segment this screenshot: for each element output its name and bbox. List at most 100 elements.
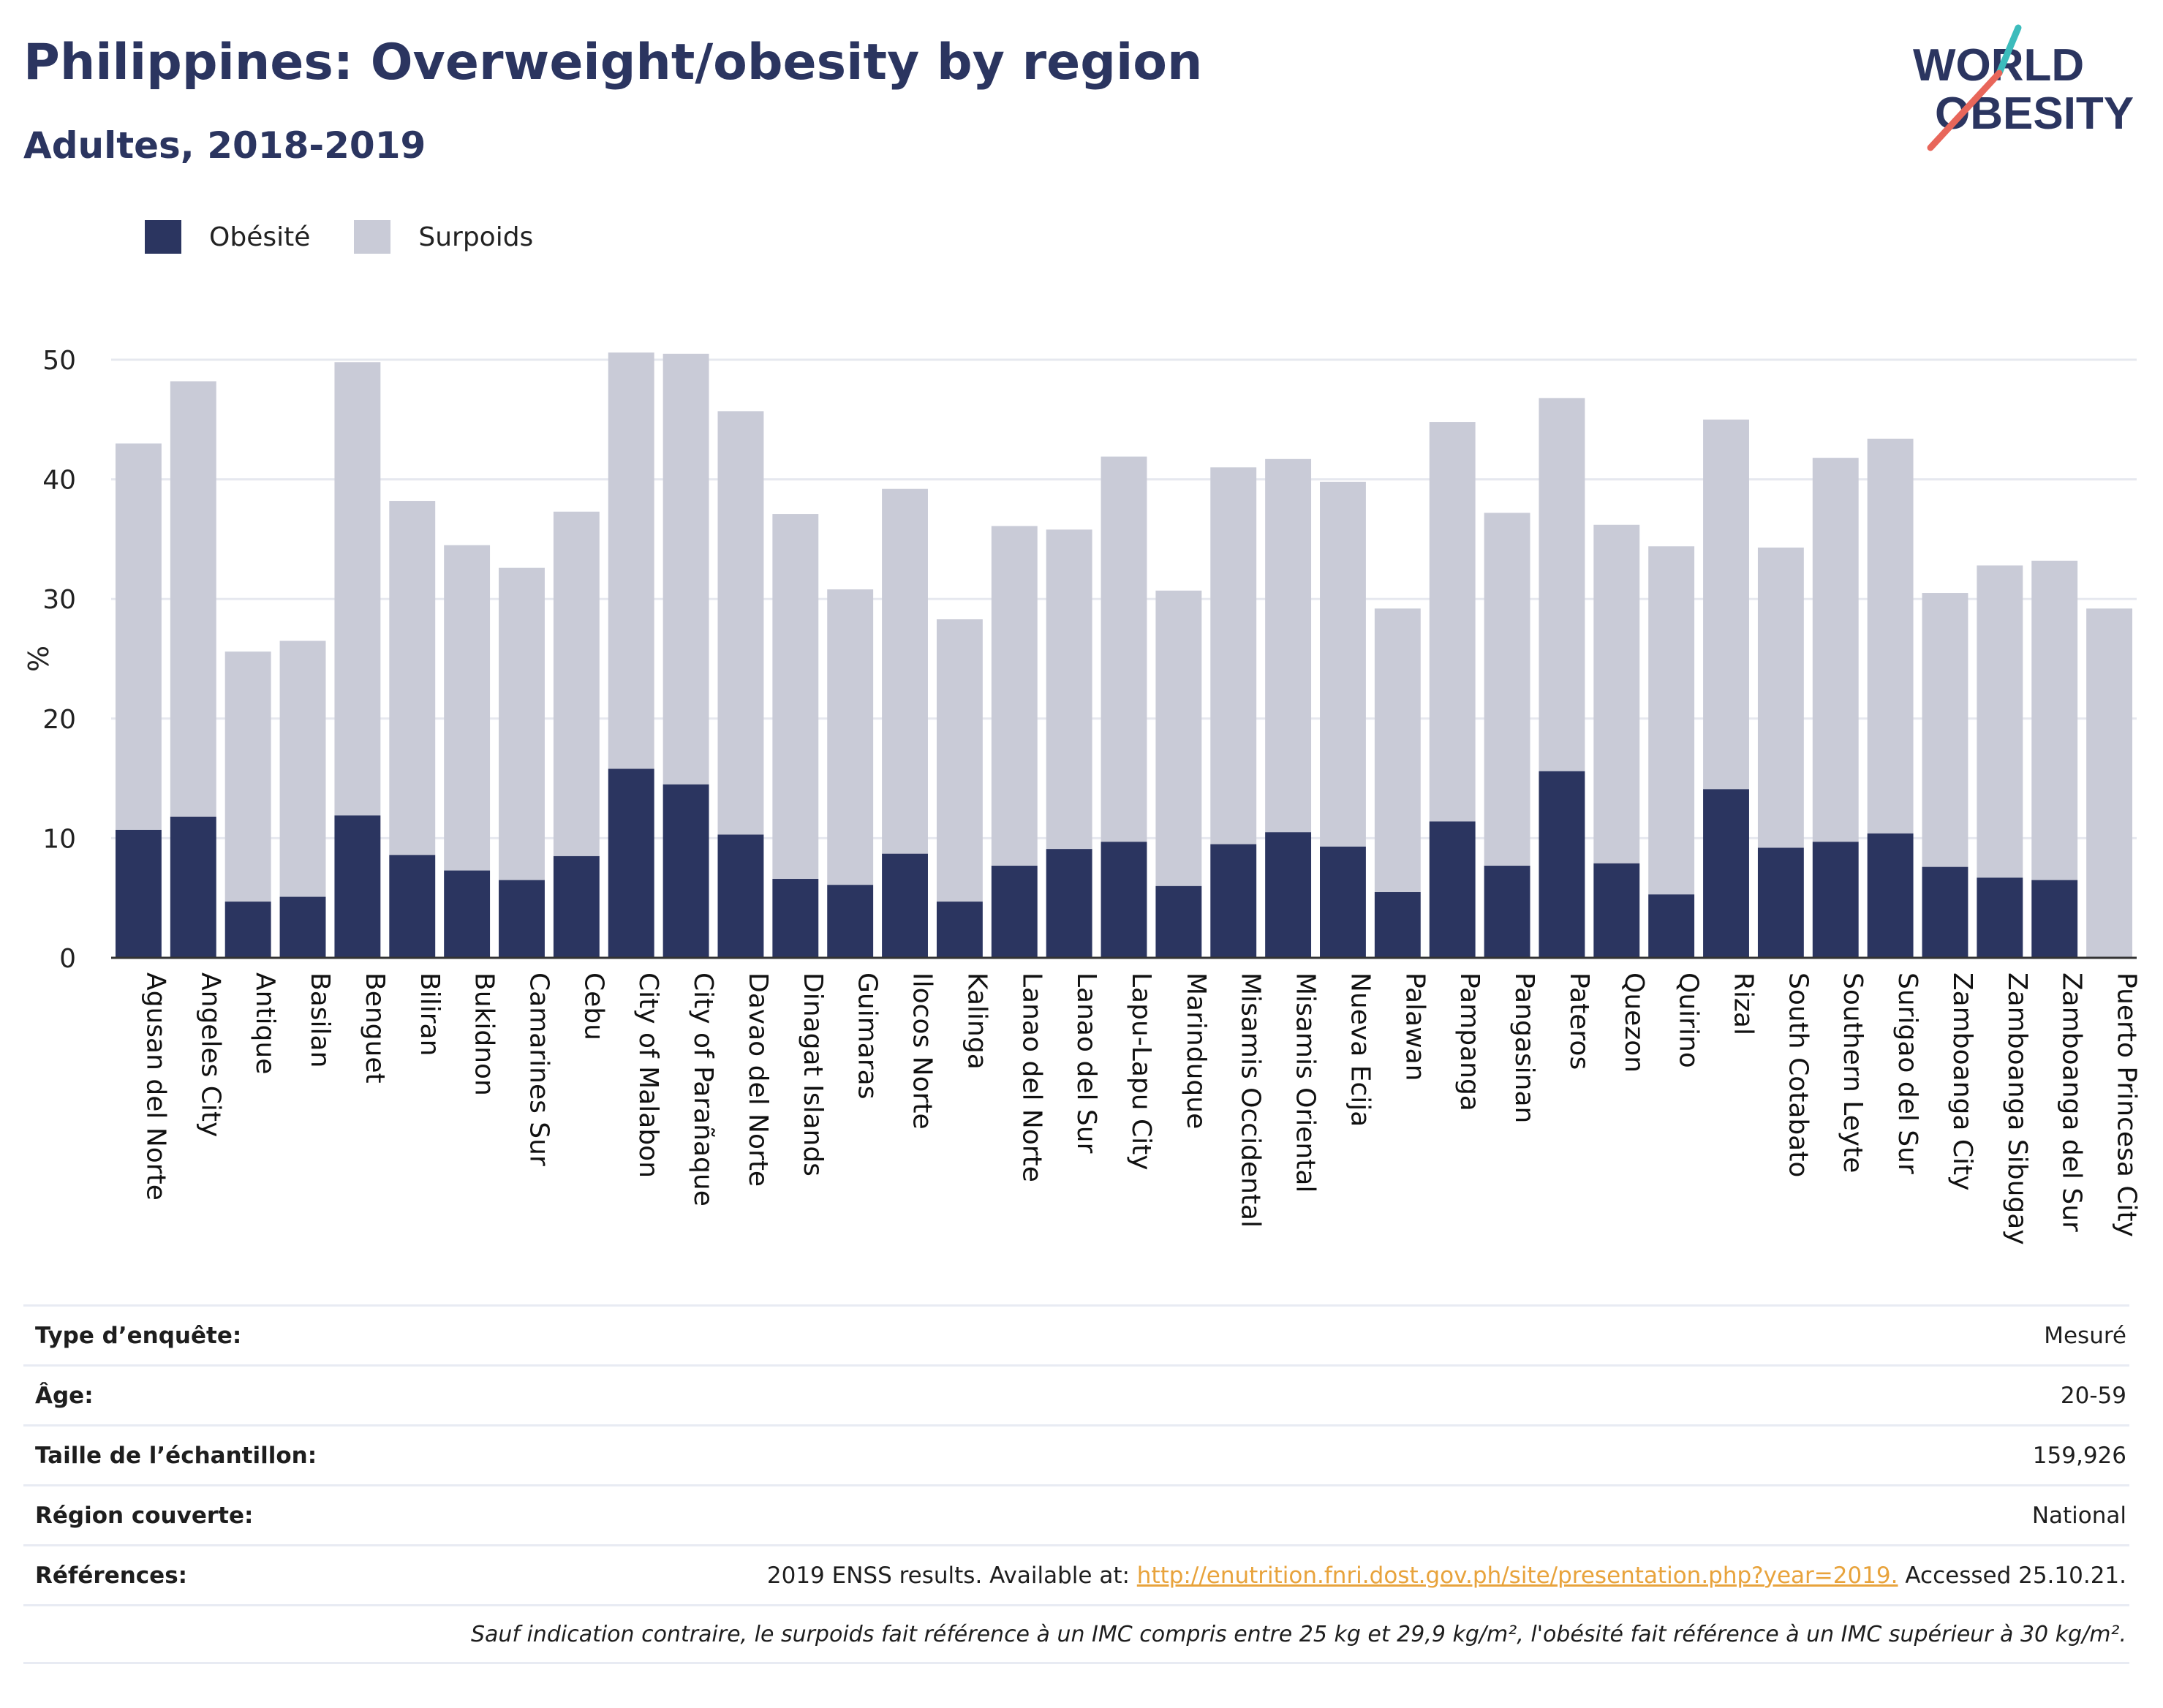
- bar-overweight: [1867, 438, 1914, 834]
- chart-legend: Obésité Surpoids: [145, 216, 577, 257]
- bar-overweight: [1703, 419, 1749, 790]
- x-tick-label: Davao del Norte: [743, 972, 773, 1187]
- references-link[interactable]: http://enutrition.fnri.dost.gov.ph/site/…: [1136, 1562, 1898, 1589]
- bar-obesity: [1867, 833, 1914, 958]
- bar-overweight: [1812, 458, 1859, 842]
- x-tick-label: Bukidnon: [469, 972, 499, 1096]
- bar-obesity: [444, 870, 491, 958]
- x-tick-label: Misamis Oriental: [1291, 972, 1321, 1193]
- definition-note: Sauf indication contraire, le surpoids f…: [470, 1621, 2126, 1647]
- bar-overweight: [389, 501, 436, 855]
- bar-overweight: [936, 619, 983, 902]
- references-prefix: 2019 ENSS results. Available at:: [766, 1562, 1137, 1589]
- bar-overweight: [170, 381, 216, 817]
- bar-overweight: [1593, 524, 1640, 864]
- logo-line1: WORLD: [1913, 40, 2084, 91]
- bar-overweight: [1484, 513, 1530, 866]
- bar-obesity: [1812, 842, 1859, 958]
- references-row: Références: 2019 ENSS results. Available…: [23, 1544, 2129, 1604]
- bar-obesity: [1374, 892, 1421, 958]
- x-tick-label: Pangasinan: [1509, 972, 1539, 1123]
- sample-size-row: Taille de l’échantillon: 159,926: [23, 1424, 2129, 1484]
- region-label: Région couverte:: [35, 1502, 254, 1529]
- logo-slash-teal: [1996, 24, 2022, 77]
- x-tick-label: Agusan del Norte: [140, 972, 170, 1201]
- y-tick-label: 0: [59, 944, 76, 974]
- bar-overweight: [553, 511, 600, 856]
- legend-item-overweight: Surpoids: [354, 220, 533, 254]
- bar-overweight: [772, 514, 819, 880]
- bar-obesity: [1265, 832, 1312, 958]
- bar-obesity: [608, 768, 654, 958]
- bar-obesity: [2031, 880, 2078, 958]
- bar-obesity: [717, 834, 764, 958]
- age-label: Âge:: [35, 1382, 94, 1409]
- survey-type-value: Mesuré: [2044, 1322, 2126, 1349]
- x-tick-label: Camarines Sur: [524, 972, 554, 1166]
- x-tick-label: Puerto Princesa City: [2112, 972, 2142, 1237]
- chart-title: Philippines: Overweight/obesity by regio…: [23, 34, 1203, 91]
- survey-type-row: Type d’enquête: Mesuré: [23, 1304, 2129, 1364]
- survey-type-label: Type d’enquête:: [35, 1322, 242, 1349]
- survey-info-table: Type d’enquête: Mesuré Âge: 20-59 Taille…: [23, 1304, 2129, 1664]
- bar-obesity: [663, 784, 709, 958]
- bar-obesity: [1155, 885, 1202, 958]
- bar-overweight: [499, 567, 545, 880]
- bar-overweight: [608, 352, 654, 769]
- bar-obesity: [1539, 771, 1585, 958]
- references-label: Références:: [35, 1562, 188, 1589]
- bar-overweight: [1374, 608, 1421, 893]
- x-tick-label: Guimaras: [853, 972, 883, 1099]
- bar-obesity: [772, 879, 819, 958]
- x-tick-label: Quezon: [1619, 972, 1649, 1073]
- y-tick-label: 20: [42, 705, 76, 735]
- world-obesity-logo: WORLD OBESITY: [1913, 24, 2134, 151]
- bar-overweight: [1265, 458, 1312, 833]
- bar-overweight: [1429, 422, 1476, 822]
- bar-obesity: [1484, 866, 1530, 958]
- region-row: Région couverte: National: [23, 1484, 2129, 1544]
- bar-overweight: [279, 640, 326, 897]
- x-tick-label: Zamboanga Sibugay: [2002, 972, 2032, 1245]
- bar-obesity: [1757, 847, 1804, 958]
- x-tick-label: Zamboanga del Sur: [2057, 972, 2087, 1232]
- region-value: National: [2031, 1502, 2126, 1529]
- x-tick-label: Misamis Occidental: [1236, 972, 1266, 1228]
- legend-label-overweight: Surpoids: [418, 222, 534, 252]
- x-tick-label: Surigao del Sur: [1892, 972, 1922, 1174]
- y-tick-label: 30: [42, 585, 76, 615]
- bar-obesity: [1429, 821, 1476, 958]
- stacked-bar-chart: 0 10 20 30 40 50% Agusan del Norte Angeles City…: [23, 346, 2142, 1245]
- x-tick-label: Benguet: [360, 972, 390, 1084]
- bar-obesity: [936, 902, 983, 958]
- bar-overweight: [1922, 593, 1968, 867]
- y-tick-label: 40: [42, 466, 76, 496]
- bar-obesity: [115, 829, 162, 958]
- bar-obesity: [1101, 842, 1147, 958]
- sample-size-value: 159,926: [2032, 1442, 2126, 1469]
- x-tick-label: Southern Leyte: [1838, 972, 1868, 1173]
- bar-overweight: [444, 545, 491, 871]
- sample-size-label: Taille de l’échantillon:: [35, 1442, 317, 1469]
- age-row: Âge: 20-59: [23, 1364, 2129, 1424]
- legend-swatch-obesity: [145, 220, 181, 254]
- x-tick-label: Antique: [250, 972, 280, 1074]
- bar-overweight: [1977, 565, 2023, 878]
- bar-overweight: [334, 362, 381, 816]
- references-suffix: Accessed 25.10.21.: [1898, 1562, 2126, 1589]
- bar-overweight: [717, 411, 764, 835]
- bar-overweight: [1320, 481, 1366, 847]
- bar-obesity: [991, 866, 1038, 958]
- x-tick-label: Marinduque: [1181, 972, 1211, 1129]
- bar-obesity: [334, 815, 381, 958]
- x-tick-label: Rizal: [1729, 972, 1759, 1035]
- bar-overweight: [1210, 467, 1257, 844]
- bar-obesity: [553, 855, 600, 958]
- bar-overweight: [2031, 560, 2078, 880]
- x-tick-label: Nueva Ecija: [1345, 972, 1375, 1127]
- x-tick-label: South Cotabato: [1783, 972, 1813, 1177]
- bar-obesity: [1703, 789, 1749, 958]
- age-value: 20-59: [2060, 1382, 2126, 1409]
- bar-obesity: [389, 855, 436, 958]
- bar-obesity: [499, 880, 545, 958]
